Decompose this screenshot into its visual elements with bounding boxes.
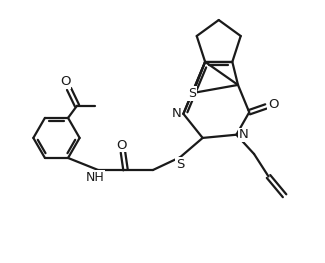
Text: O: O [116,139,127,152]
Text: N: N [239,128,248,141]
Text: S: S [188,87,196,100]
Text: S: S [176,158,184,171]
Text: NH: NH [86,171,104,184]
Text: O: O [268,98,278,111]
Text: N: N [172,107,181,120]
Text: O: O [60,75,71,88]
